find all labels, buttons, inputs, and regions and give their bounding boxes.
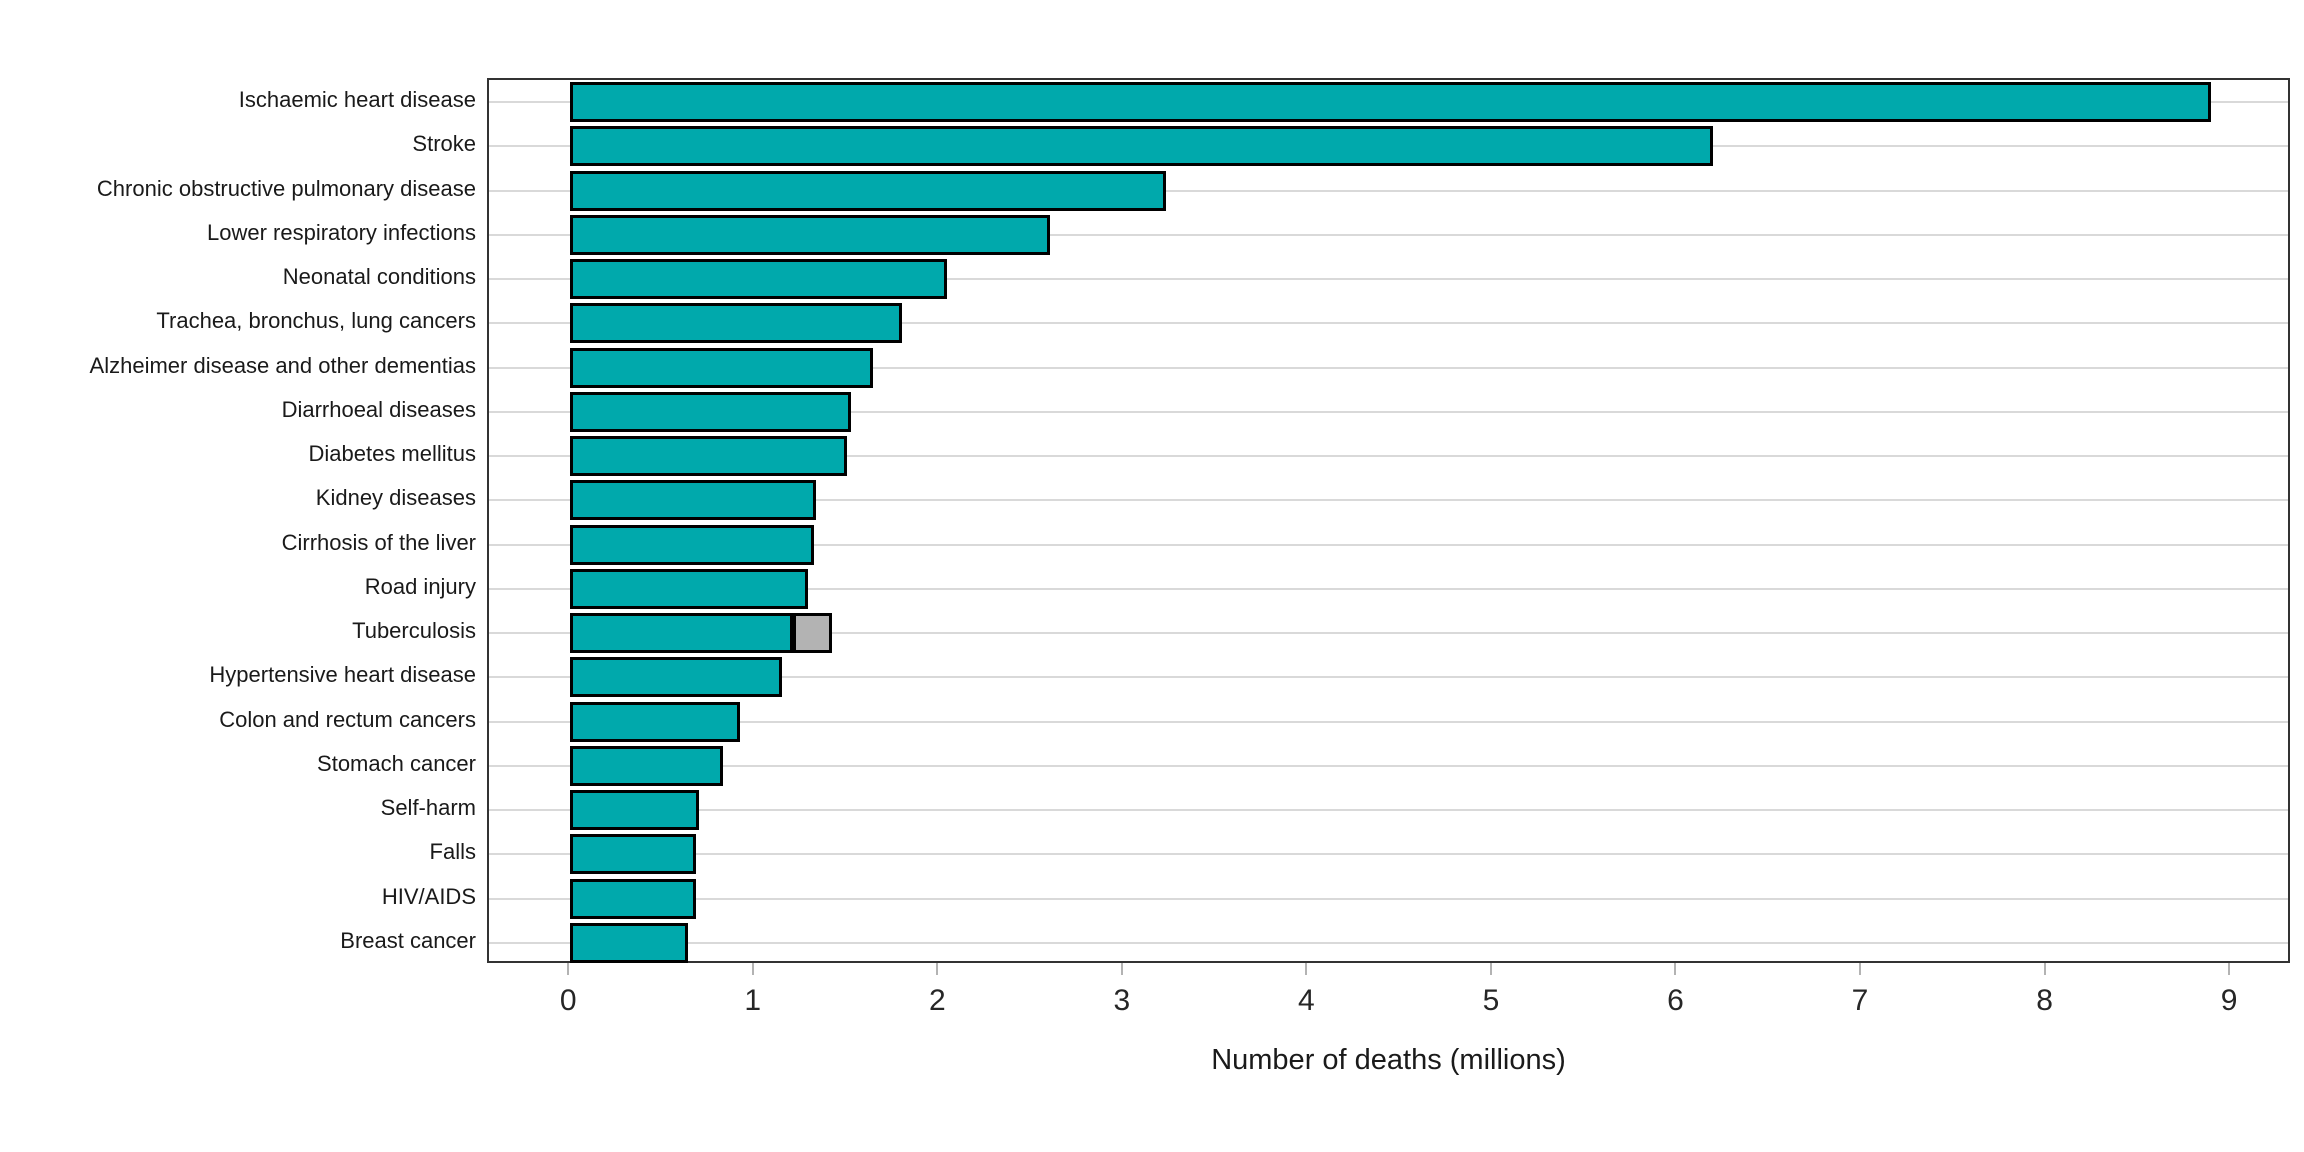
gridline — [489, 455, 2288, 458]
category-label: Falls — [429, 839, 476, 865]
x-tick-mark — [1674, 963, 1677, 975]
category-label: Self-harm — [380, 795, 476, 821]
bar — [570, 347, 873, 388]
gridline — [489, 499, 2288, 502]
category-label: Lower respiratory infections — [206, 219, 476, 245]
bar — [570, 214, 1050, 255]
category-label: Stroke — [412, 131, 476, 157]
bar — [570, 82, 2211, 123]
x-tick-mark — [1859, 963, 1861, 975]
bar — [570, 391, 851, 432]
gridline — [489, 632, 2288, 635]
category-label: Kidney diseases — [315, 485, 476, 511]
bar — [570, 303, 903, 344]
category-label: Trachea, bronchus, lung cancers — [156, 308, 476, 334]
x-tick-label: 3 — [1113, 984, 1131, 1017]
gridline — [489, 410, 2288, 413]
x-tick-label: 2 — [928, 984, 946, 1017]
category-label: Chronic obstructive pulmonary disease — [96, 175, 476, 201]
bar — [570, 480, 816, 521]
bar — [570, 834, 696, 875]
x-tick-mark — [567, 963, 570, 975]
category-label: Cirrhosis of the liver — [281, 529, 476, 555]
x-tick-label: 1 — [744, 984, 762, 1017]
gridline — [489, 278, 2288, 281]
bar — [570, 259, 947, 300]
category-label: Tuberculosis — [352, 618, 476, 644]
gridline — [489, 322, 2288, 325]
gridline — [489, 941, 2288, 944]
bar — [570, 126, 1713, 167]
x-tick-label: 4 — [1298, 984, 1315, 1017]
bar — [570, 878, 696, 919]
bar — [570, 657, 783, 698]
category-label: Diarrhoeal diseases — [281, 396, 476, 422]
category-label: HIV/AIDS — [381, 883, 476, 909]
gridline — [489, 853, 2288, 856]
x-tick-mark — [1120, 963, 1123, 975]
bar — [570, 524, 814, 565]
category-label: Ischaemic heart disease — [238, 87, 476, 113]
bar — [570, 790, 700, 831]
bar — [570, 701, 740, 742]
x-tick-label: 7 — [1851, 984, 1869, 1017]
x-tick-label: 9 — [2220, 984, 2238, 1017]
bar — [570, 745, 724, 786]
x-tick-mark — [936, 963, 939, 975]
x-tick-mark — [1489, 963, 1492, 975]
gridline — [489, 366, 2288, 369]
category-label: Alzheimer disease and other dementias — [89, 352, 476, 378]
x-tick-label: 8 — [2036, 984, 2053, 1017]
category-label: Neonatal conditions — [282, 264, 476, 290]
x-tick-mark — [1305, 963, 1308, 975]
gridline — [489, 587, 2288, 590]
plot-area — [487, 78, 2290, 963]
category-label: Breast cancer — [340, 927, 476, 953]
x-tick-label: 0 — [559, 984, 577, 1017]
category-label: Diabetes mellitus — [308, 441, 476, 467]
gridline — [489, 233, 2288, 236]
gridline — [489, 809, 2288, 812]
x-tick-mark — [751, 963, 754, 975]
bar — [570, 568, 809, 609]
gridline — [489, 189, 2288, 192]
x-axis-title: Number of deaths (millions) — [1211, 1044, 1566, 1076]
gridline — [489, 543, 2288, 546]
category-label: Road injury — [364, 573, 476, 599]
gridline — [489, 764, 2288, 767]
bar — [570, 170, 1167, 211]
gridline — [489, 897, 2288, 900]
gridline — [489, 676, 2288, 679]
bar — [570, 436, 847, 477]
x-tick-label: 5 — [1482, 984, 1500, 1017]
gridline — [489, 720, 2288, 723]
bar — [570, 922, 689, 963]
bar — [570, 613, 794, 654]
x-tick-mark — [2228, 963, 2231, 975]
x-tick-label: 6 — [1667, 984, 1684, 1017]
bar-secondary-segment — [793, 613, 833, 654]
category-label: Stomach cancer — [317, 750, 476, 776]
x-tick-mark — [2043, 963, 2046, 975]
category-label: Hypertensive heart disease — [209, 662, 476, 688]
category-label: Colon and rectum cancers — [219, 706, 476, 732]
